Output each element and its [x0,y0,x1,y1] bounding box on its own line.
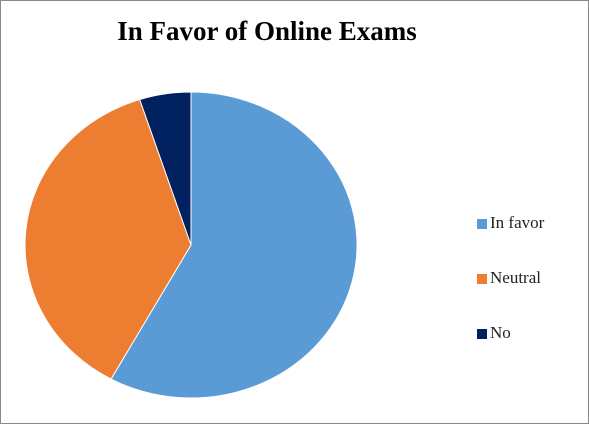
legend-label: In favor [490,213,545,232]
chart-title: In Favor of Online Exams [117,16,417,46]
legend-label: No [490,323,511,342]
legend-label: Neutral [490,268,541,287]
pie-slice [24,98,192,380]
pie-slice [110,91,358,399]
legend-swatch [477,329,487,339]
pie-slice [139,91,192,246]
legend-swatch [477,219,487,229]
legend-swatch [477,274,487,284]
